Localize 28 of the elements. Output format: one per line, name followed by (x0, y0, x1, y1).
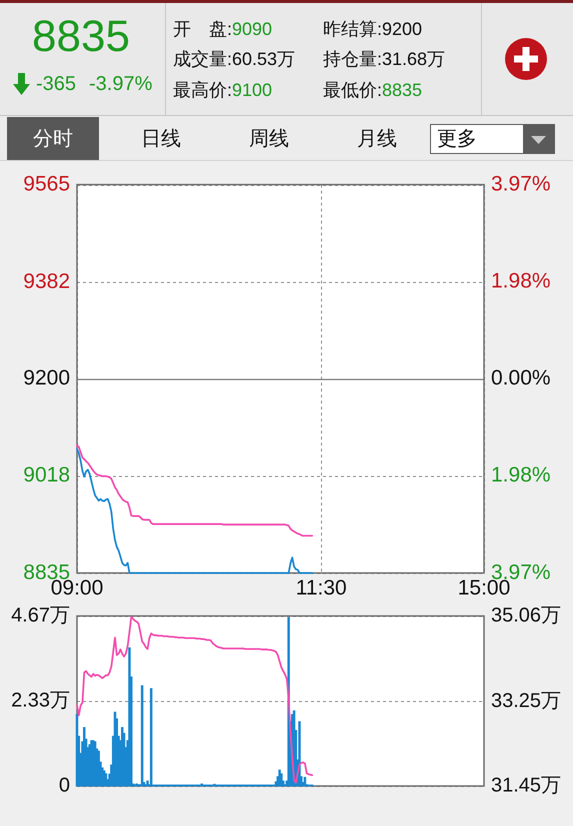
text: 开 盘: (173, 19, 232, 40)
y-tick-label: 9018 (23, 463, 70, 486)
text: -3.97% (89, 73, 152, 95)
text: 月线 (357, 128, 397, 150)
y-tick-label: 9200 (23, 366, 70, 390)
y2-tick-label: 3.97% (491, 172, 551, 196)
dropdown-field: 更多 (430, 124, 555, 154)
text: 周线 (249, 128, 289, 150)
text: 9100 (232, 80, 272, 101)
selected-tab: 分时 (7, 117, 99, 160)
y2-tick-label: 1.98% (491, 463, 551, 486)
x-tick-label: 11:30 (296, 576, 347, 600)
text: 8835 (382, 80, 422, 101)
text: 最低价: (323, 80, 382, 101)
text: 9090 (232, 19, 272, 40)
text: 60.53万 (232, 49, 296, 70)
y-tick-label: 9565 (23, 172, 70, 196)
text: 最高价: (173, 80, 232, 101)
text: -365 (36, 73, 76, 95)
text: 昨结算: (323, 19, 382, 40)
y-tick-label: 9382 (23, 270, 70, 293)
text: 持仓量: (323, 49, 382, 70)
y2-tick-label: 1.98% (491, 270, 551, 293)
text: 9200 (382, 19, 422, 40)
text: 成交量: (173, 49, 232, 70)
text: 31.68万 (382, 49, 446, 70)
text: 日线 (141, 128, 181, 150)
y2-tick-label: 0.00% (491, 366, 551, 390)
